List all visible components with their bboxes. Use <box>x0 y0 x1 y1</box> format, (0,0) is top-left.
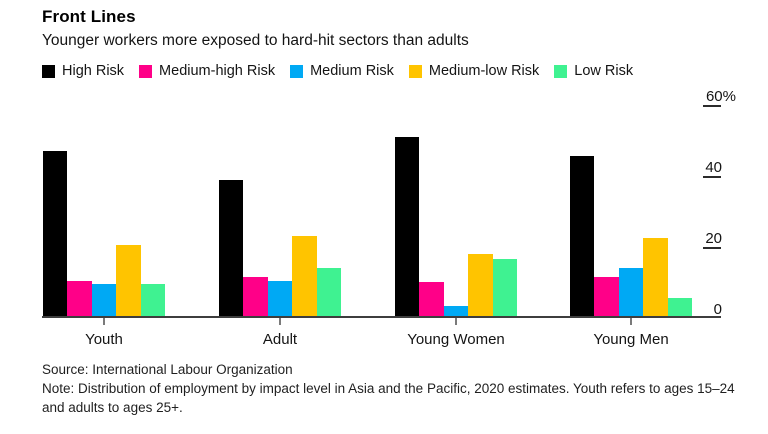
legend-item-high-risk: High Risk <box>42 63 124 79</box>
footer-source: Source: International Labour Organizatio… <box>42 362 293 377</box>
legend-label-low-risk: Low Risk <box>574 63 634 79</box>
page-subtitle: Younger workers more exposed to hard-hit… <box>42 32 469 49</box>
x-axis-label-young-men: Young Men <box>593 331 669 348</box>
x-axis-tick-young-men <box>630 318 632 325</box>
x-axis-tick-adult <box>279 318 281 325</box>
legend-item-medium-low-risk: Medium-low Risk <box>408 63 540 79</box>
x-axis-label-adult: Adult <box>262 331 298 348</box>
y-axis-tick-dash-60- <box>703 105 721 107</box>
bar-young-men-low-risk <box>667 298 693 318</box>
bar-young-women-low-risk <box>492 259 518 318</box>
footer: Source: International Labour Organizatio… <box>42 360 744 417</box>
y-axis-tick-label-40: 40 <box>705 159 722 176</box>
bar-young-women-medium-risk <box>443 306 469 318</box>
bar-youth-medium-risk <box>91 284 117 318</box>
bar-youth-medium-high-risk <box>67 281 92 318</box>
legend-swatch-high-risk <box>42 64 55 78</box>
page-title: Front Lines <box>42 7 136 26</box>
legend-label-medium-low-risk: Medium-low Risk <box>428 63 540 79</box>
bar-adult-low-risk <box>316 268 342 318</box>
legend-label-high-risk: High Risk <box>62 63 125 79</box>
bar-young-women-high-risk <box>395 137 420 318</box>
bar-group-adult <box>219 105 342 318</box>
bar-young-men-high-risk <box>570 156 595 318</box>
footer-note: Note: Distribution of employment by impa… <box>42 381 735 415</box>
bar-adult-medium-high-risk <box>243 277 268 318</box>
y-axis-tick-label-20: 20 <box>705 230 722 247</box>
bar-young-men-medium-high-risk <box>594 277 619 318</box>
legend-item-medium-risk: Medium Risk <box>290 63 394 79</box>
legend-swatch-medium-low-risk <box>408 64 422 78</box>
y-axis-tick-label-0: 0 <box>713 301 722 318</box>
x-axis-tick-youth <box>103 318 105 325</box>
bar-group-young-women <box>395 105 518 318</box>
bar-young-men-medium-low-risk <box>643 238 668 318</box>
bar-young-women-medium-low-risk <box>468 254 493 318</box>
x-axis-tick-young-women <box>455 318 457 325</box>
legend: High Risk Medium-high Risk Medium Risk Medi… <box>42 63 633 79</box>
x-axis-label-young-women: Young Women <box>407 331 505 348</box>
bar-young-men-medium-risk <box>618 268 644 318</box>
bar-adult-medium-low-risk <box>292 236 317 318</box>
bar-youth-low-risk <box>140 284 166 318</box>
y-axis-tick-dash-40 <box>703 176 721 178</box>
legend-label-medium-high-risk: Medium-high Risk <box>159 63 276 79</box>
legend-item-medium-high-risk: Medium-high Risk <box>139 63 275 79</box>
y-axis-tick-label-60-: 60% <box>705 88 736 105</box>
bar-youth-high-risk <box>43 151 68 318</box>
legend-label-medium-risk: Medium Risk <box>310 63 394 79</box>
bar-young-women-medium-high-risk <box>419 282 444 318</box>
legend-swatch-low-risk <box>554 64 568 78</box>
bar-adult-high-risk <box>219 180 244 318</box>
bar-group-youth <box>43 105 166 318</box>
x-axis-line <box>42 316 721 318</box>
x-axis-label-youth: Youth <box>85 331 123 348</box>
bar-youth-medium-low-risk <box>116 245 141 318</box>
legend-item-low-risk: Low Risk <box>554 63 633 79</box>
bar-adult-medium-risk <box>267 281 293 318</box>
legend-swatch-medium-risk <box>290 64 304 78</box>
y-axis-tick-dash-20 <box>703 247 721 249</box>
bar-group-young-men <box>570 105 693 318</box>
legend-swatch-medium-high-risk <box>139 64 153 78</box>
